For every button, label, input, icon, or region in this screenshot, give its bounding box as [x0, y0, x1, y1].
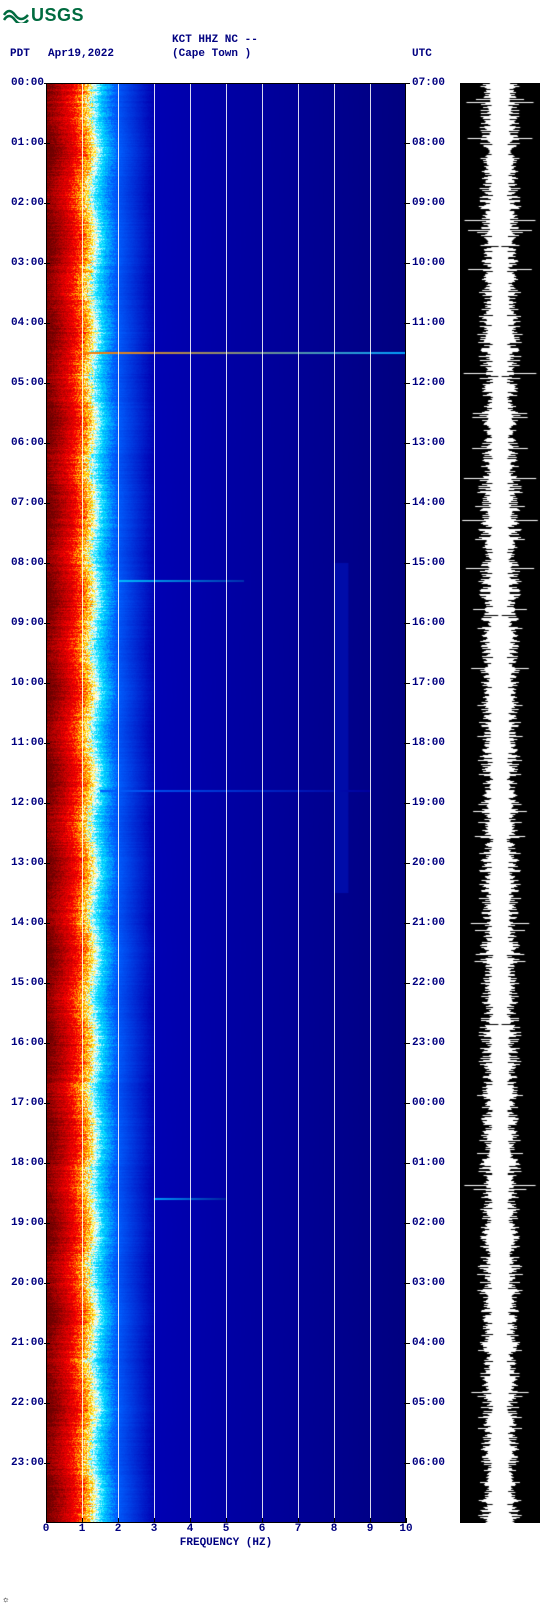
xtick: 0 — [28, 1523, 64, 1535]
ytick-left: 15:00 — [6, 977, 44, 989]
xtick: 9 — [352, 1523, 388, 1535]
gridline — [298, 83, 299, 1523]
ytick-left: 23:00 — [6, 1457, 44, 1469]
ytick-right: 13:00 — [412, 437, 445, 449]
tz-right-label: UTC — [412, 48, 432, 60]
ytick-left: 02:00 — [6, 197, 44, 209]
usgs-logo-text: USGS — [31, 5, 84, 26]
ytick-right: 21:00 — [412, 917, 445, 929]
ytick-right: 05:00 — [412, 1397, 445, 1409]
page: USGS PDT Apr19,2022 KCT HHZ NC -- (Cape … — [0, 0, 552, 1613]
ytick-left: 12:00 — [6, 797, 44, 809]
ytick-right: 15:00 — [412, 557, 445, 569]
xtick: 5 — [208, 1523, 244, 1535]
gridline — [334, 83, 335, 1523]
gridline — [262, 83, 263, 1523]
xaxis: 012345678910 FREQUENCY (HZ) — [46, 1523, 406, 1553]
xtick: 2 — [100, 1523, 136, 1535]
ytick-left: 09:00 — [6, 617, 44, 629]
ytick-right: 06:00 — [412, 1457, 445, 1469]
gridline — [154, 83, 155, 1523]
xtick: 7 — [280, 1523, 316, 1535]
ytick-right: 08:00 — [412, 137, 445, 149]
ytick-left: 03:00 — [6, 257, 44, 269]
ytick-right: 09:00 — [412, 197, 445, 209]
header: PDT Apr19,2022 KCT HHZ NC -- (Cape Town … — [0, 34, 552, 62]
ytick-right: 02:00 — [412, 1217, 445, 1229]
waveform-canvas — [460, 83, 540, 1523]
xtick: 6 — [244, 1523, 280, 1535]
ytick-left: 04:00 — [6, 317, 44, 329]
gridline — [370, 83, 371, 1523]
ytick-right: 18:00 — [412, 737, 445, 749]
gridline — [190, 83, 191, 1523]
ytick-right: 00:00 — [412, 1097, 445, 1109]
ytick-left: 22:00 — [6, 1397, 44, 1409]
ytick-left: 10:00 — [6, 677, 44, 689]
ytick-right: 07:00 — [412, 77, 445, 89]
ytick-right: 03:00 — [412, 1277, 445, 1289]
ytick-left: 21:00 — [6, 1337, 44, 1349]
ytick-left: 11:00 — [6, 737, 44, 749]
ytick-right: 22:00 — [412, 977, 445, 989]
ytick-left: 00:00 — [6, 77, 44, 89]
xtick: 8 — [316, 1523, 352, 1535]
ytick-left: 07:00 — [6, 497, 44, 509]
usgs-wave-icon — [3, 3, 29, 27]
ytick-right: 16:00 — [412, 617, 445, 629]
ytick-left: 06:00 — [6, 437, 44, 449]
xtick: 3 — [136, 1523, 172, 1535]
ytick-right: 11:00 — [412, 317, 445, 329]
xaxis-label: FREQUENCY (HZ) — [46, 1537, 406, 1549]
ytick-left: 19:00 — [6, 1217, 44, 1229]
xtick: 4 — [172, 1523, 208, 1535]
ytick-left: 14:00 — [6, 917, 44, 929]
ytick-left: 16:00 — [6, 1037, 44, 1049]
gridline — [226, 83, 227, 1523]
station-label: KCT HHZ NC -- — [172, 34, 258, 46]
xtick: 1 — [64, 1523, 100, 1535]
ytick-right: 01:00 — [412, 1157, 445, 1169]
ytick-right: 14:00 — [412, 497, 445, 509]
ytick-left: 05:00 — [6, 377, 44, 389]
location-label: (Cape Town ) — [172, 48, 251, 60]
ytick-left: 17:00 — [6, 1097, 44, 1109]
ytick-right: 23:00 — [412, 1037, 445, 1049]
spectrogram-plot — [46, 83, 406, 1523]
ytick-left: 18:00 — [6, 1157, 44, 1169]
ytick-right: 10:00 — [412, 257, 445, 269]
xtick: 10 — [388, 1523, 424, 1535]
ytick-right: 20:00 — [412, 857, 445, 869]
gridline — [118, 83, 119, 1523]
ytick-right: 04:00 — [412, 1337, 445, 1349]
ytick-right: 17:00 — [412, 677, 445, 689]
footer-glyph: ☼ — [3, 1595, 8, 1605]
ytick-left: 20:00 — [6, 1277, 44, 1289]
ytick-right: 12:00 — [412, 377, 445, 389]
ytick-left: 08:00 — [6, 557, 44, 569]
usgs-logo: USGS — [3, 3, 84, 27]
date-label: Apr19,2022 — [48, 48, 114, 60]
ytick-left: 13:00 — [6, 857, 44, 869]
ytick-right: 19:00 — [412, 797, 445, 809]
gridline — [82, 83, 83, 1523]
ytick-left: 01:00 — [6, 137, 44, 149]
tz-left-label: PDT — [10, 48, 30, 60]
